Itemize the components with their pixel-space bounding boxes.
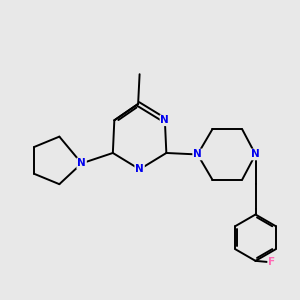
Text: N: N: [160, 115, 169, 125]
Text: F: F: [268, 257, 275, 267]
Text: N: N: [251, 149, 260, 160]
Text: N: N: [77, 158, 86, 168]
Text: N: N: [135, 164, 144, 174]
Text: N: N: [193, 149, 202, 160]
